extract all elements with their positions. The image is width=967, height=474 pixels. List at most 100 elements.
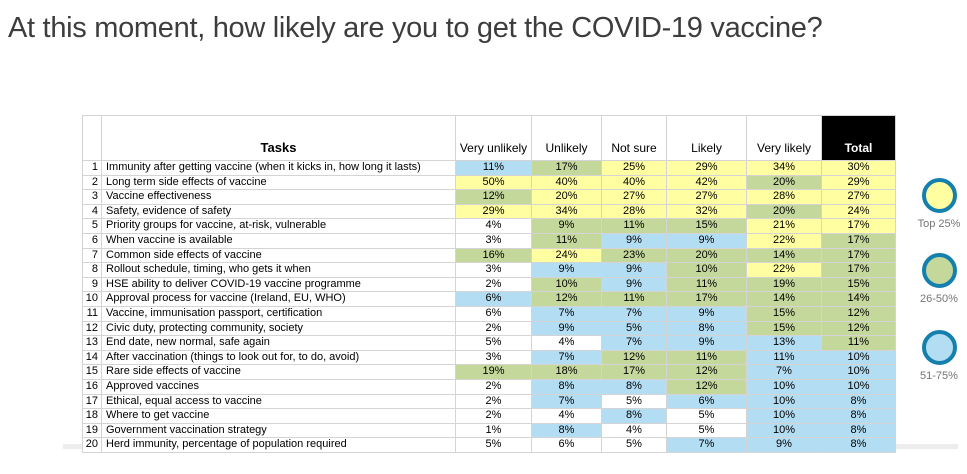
value-cell[interactable]: 20% bbox=[531, 189, 602, 205]
value-cell[interactable]: 15% bbox=[666, 218, 747, 234]
value-cell[interactable]: 14% bbox=[821, 291, 896, 307]
value-cell[interactable]: 28% bbox=[601, 203, 667, 220]
value-cell[interactable]: 34% bbox=[531, 203, 602, 220]
value-cell[interactable]: 40% bbox=[601, 174, 667, 191]
value-cell[interactable]: 18% bbox=[531, 364, 602, 380]
value-cell[interactable]: 4% bbox=[531, 335, 602, 351]
value-cell[interactable]: 10% bbox=[531, 276, 602, 293]
value-cell[interactable]: 6% bbox=[455, 305, 532, 322]
value-cell[interactable]: 8% bbox=[821, 422, 896, 439]
value-cell[interactable]: 11% bbox=[666, 349, 747, 366]
value-cell[interactable]: 8% bbox=[821, 408, 896, 424]
value-cell[interactable]: 8% bbox=[531, 422, 602, 439]
value-cell[interactable]: 14% bbox=[746, 291, 822, 307]
task-cell[interactable]: Government vaccination strategy bbox=[101, 422, 456, 439]
value-cell[interactable]: 10% bbox=[746, 378, 822, 395]
value-cell[interactable]: 5% bbox=[601, 393, 667, 410]
task-cell[interactable]: Priority groups for vaccine, at-risk, vu… bbox=[101, 218, 456, 234]
task-cell[interactable]: Safety, evidence of safety bbox=[101, 203, 456, 220]
value-cell[interactable]: 27% bbox=[821, 189, 896, 205]
task-cell[interactable]: HSE ability to deliver COVID-19 vaccine … bbox=[101, 276, 456, 293]
value-cell[interactable]: 15% bbox=[821, 276, 896, 293]
value-cell[interactable]: 7% bbox=[531, 393, 602, 410]
task-cell[interactable]: Rare side effects of vaccine bbox=[101, 364, 456, 380]
value-cell[interactable]: 2% bbox=[455, 408, 532, 424]
value-cell[interactable]: 3% bbox=[455, 262, 532, 278]
value-cell[interactable]: 10% bbox=[821, 378, 896, 395]
value-cell[interactable]: 9% bbox=[601, 232, 667, 249]
task-cell[interactable]: End date, new normal, safe again bbox=[101, 335, 456, 351]
value-cell[interactable]: 7% bbox=[531, 349, 602, 366]
value-cell[interactable]: 20% bbox=[746, 174, 822, 191]
value-cell[interactable]: 15% bbox=[746, 320, 822, 337]
value-cell[interactable]: 3% bbox=[455, 349, 532, 366]
value-cell[interactable]: 20% bbox=[666, 247, 747, 264]
value-cell[interactable]: 40% bbox=[531, 174, 602, 191]
value-cell[interactable]: 9% bbox=[531, 320, 602, 337]
value-cell[interactable]: 11% bbox=[601, 218, 667, 234]
value-cell[interactable]: 28% bbox=[746, 189, 822, 205]
value-cell[interactable]: 4% bbox=[531, 408, 602, 424]
value-cell[interactable]: 22% bbox=[746, 262, 822, 278]
value-cell[interactable]: 17% bbox=[821, 262, 896, 278]
value-cell[interactable]: 9% bbox=[666, 335, 747, 351]
value-cell[interactable]: 5% bbox=[455, 335, 532, 351]
value-cell[interactable]: 17% bbox=[601, 364, 667, 380]
task-cell[interactable]: Common side effects of vaccine bbox=[101, 247, 456, 264]
value-cell[interactable]: 10% bbox=[821, 364, 896, 380]
value-cell[interactable]: 5% bbox=[666, 408, 747, 424]
value-cell[interactable]: 11% bbox=[746, 349, 822, 366]
value-cell[interactable]: 10% bbox=[746, 408, 822, 424]
value-cell[interactable]: 19% bbox=[455, 364, 532, 380]
value-cell[interactable]: 8% bbox=[821, 393, 896, 410]
value-cell[interactable]: 8% bbox=[666, 320, 747, 337]
task-cell[interactable]: Where to get vaccine bbox=[101, 408, 456, 424]
value-cell[interactable]: 8% bbox=[531, 378, 602, 395]
value-cell[interactable]: 11% bbox=[601, 291, 667, 307]
task-cell[interactable]: Long term side effects of vaccine bbox=[101, 174, 456, 191]
value-cell[interactable]: 7% bbox=[531, 305, 602, 322]
value-cell[interactable]: 12% bbox=[821, 320, 896, 337]
value-cell[interactable]: 5% bbox=[455, 437, 532, 453]
value-cell[interactable]: 9% bbox=[746, 437, 822, 453]
value-cell[interactable]: 50% bbox=[455, 174, 532, 191]
task-cell[interactable]: Approved vaccines bbox=[101, 378, 456, 395]
value-cell[interactable]: 8% bbox=[601, 408, 667, 424]
value-cell[interactable]: 5% bbox=[601, 437, 667, 453]
value-cell[interactable]: 23% bbox=[601, 247, 667, 264]
value-cell[interactable]: 20% bbox=[746, 203, 822, 220]
value-cell[interactable]: 5% bbox=[666, 422, 747, 439]
task-cell[interactable]: After vaccination (things to look out fo… bbox=[101, 349, 456, 366]
value-cell[interactable]: 29% bbox=[821, 174, 896, 191]
task-cell[interactable]: Ethical, equal access to vaccine bbox=[101, 393, 456, 410]
value-cell[interactable]: 29% bbox=[455, 203, 532, 220]
value-cell[interactable]: 4% bbox=[601, 422, 667, 439]
value-cell[interactable]: 13% bbox=[746, 335, 822, 351]
task-cell[interactable]: Civic duty, protecting community, societ… bbox=[101, 320, 456, 337]
value-cell[interactable]: 21% bbox=[746, 218, 822, 234]
value-cell[interactable]: 10% bbox=[746, 422, 822, 439]
value-cell[interactable]: 27% bbox=[601, 189, 667, 205]
value-cell[interactable]: 14% bbox=[746, 247, 822, 264]
value-cell[interactable]: 7% bbox=[601, 335, 667, 351]
value-cell[interactable]: 8% bbox=[821, 437, 896, 453]
value-cell[interactable]: 10% bbox=[821, 349, 896, 366]
value-cell[interactable]: 2% bbox=[455, 320, 532, 337]
task-cell[interactable]: Vaccine, immunisation passport, certific… bbox=[101, 305, 456, 322]
value-cell[interactable]: 34% bbox=[746, 160, 822, 176]
value-cell[interactable]: 25% bbox=[601, 160, 667, 176]
value-cell[interactable]: 9% bbox=[531, 218, 602, 234]
value-cell[interactable]: 3% bbox=[455, 232, 532, 249]
value-cell[interactable]: 6% bbox=[666, 393, 747, 410]
value-cell[interactable]: 10% bbox=[746, 393, 822, 410]
value-cell[interactable]: 7% bbox=[666, 437, 747, 453]
value-cell[interactable]: 7% bbox=[601, 305, 667, 322]
value-cell[interactable]: 9% bbox=[601, 276, 667, 293]
value-cell[interactable]: 11% bbox=[666, 276, 747, 293]
value-cell[interactable]: 17% bbox=[821, 218, 896, 234]
task-cell[interactable]: When vaccine is available bbox=[101, 232, 456, 249]
value-cell[interactable]: 9% bbox=[531, 262, 602, 278]
value-cell[interactable]: 24% bbox=[531, 247, 602, 264]
value-cell[interactable]: 6% bbox=[455, 291, 532, 307]
value-cell[interactable]: 17% bbox=[821, 232, 896, 249]
